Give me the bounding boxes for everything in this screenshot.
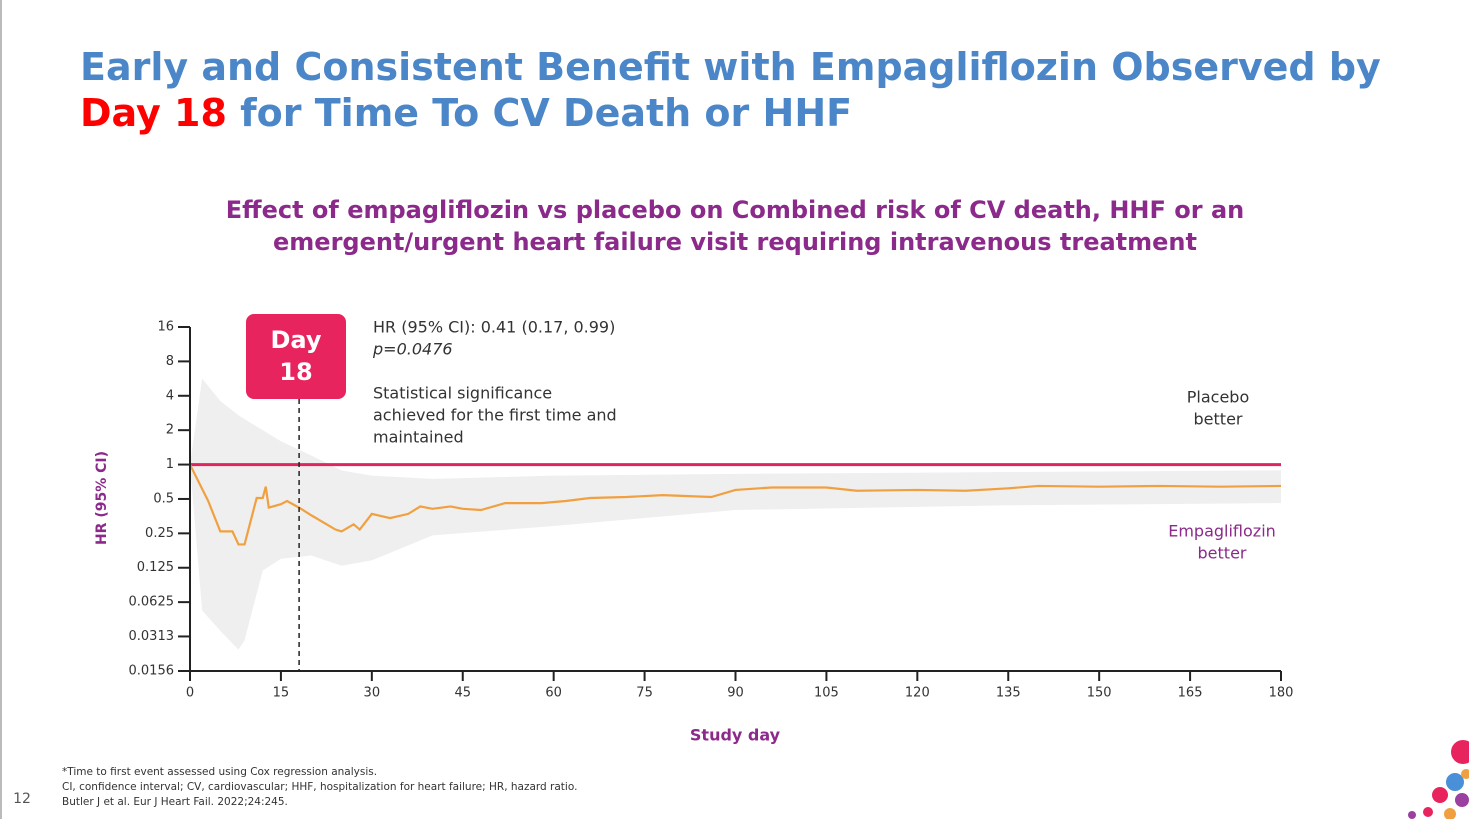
placebo-better: Placebo <box>1187 388 1249 407</box>
decoration <box>1408 740 1469 819</box>
significance-note: Statistical significance <box>373 384 552 403</box>
x-tick-label: 180 <box>1269 686 1294 701</box>
x-tick-label: 120 <box>905 686 930 701</box>
x-tick-label: 90 <box>727 686 744 701</box>
x-tick-label: 0 <box>186 686 194 701</box>
significance-note: maintained <box>373 428 464 447</box>
page-number: 12 <box>13 791 31 807</box>
footnote: Butler J et al. Eur J Heart Fail. 2022;2… <box>62 796 288 808</box>
y-tick-label: 2 <box>166 423 174 438</box>
day-marker-label: 18 <box>279 358 312 386</box>
x-tick-label: 15 <box>273 686 290 701</box>
y-tick-label: 1 <box>166 457 174 472</box>
empagliflozin-better: better <box>1198 544 1247 563</box>
slide-title: Early and Consistent Benefit with Empagl… <box>80 44 1381 136</box>
y-tick-label: 0.0625 <box>129 595 175 610</box>
x-tick-label: 105 <box>814 686 839 701</box>
y-tick-label: 0.5 <box>153 491 174 506</box>
title-line: Early and Consistent Benefit with Empagl… <box>80 45 1381 89</box>
day-marker-box <box>246 314 346 399</box>
x-axis-label: Study day <box>690 726 781 745</box>
x-tick-label: 150 <box>1087 686 1112 701</box>
hr-annotation: HR (95% CI): 0.41 (0.17, 0.99) <box>373 318 615 337</box>
day-marker-label: Day <box>270 326 321 354</box>
title-line: Day 18 for Time To CV Death or HHF <box>80 90 1381 136</box>
x-tick-label: 135 <box>996 686 1021 701</box>
y-tick-label: 0.125 <box>137 560 174 575</box>
chart-title: emergent/urgent heart failure visit requ… <box>273 228 1197 256</box>
y-tick-label: 0.25 <box>145 526 174 541</box>
title-rest: for Time To CV Death or HHF <box>240 91 853 135</box>
y-tick-label: 0.0156 <box>129 664 175 679</box>
ci-band <box>190 378 1281 650</box>
x-tick-label: 45 <box>454 686 471 701</box>
footnote: CI, confidence interval; CV, cardiovascu… <box>62 781 577 793</box>
p-annotation: p=0.0476 <box>372 340 453 359</box>
placebo-better: better <box>1194 410 1243 429</box>
significance-note: achieved for the first time and <box>373 406 617 425</box>
x-tick-label: 75 <box>636 686 653 701</box>
x-tick-label: 30 <box>364 686 381 701</box>
y-tick-label: 16 <box>157 320 174 335</box>
x-tick-label: 165 <box>1178 686 1203 701</box>
y-tick-label: 8 <box>166 354 174 369</box>
footnote: *Time to first event assessed using Cox … <box>62 766 377 778</box>
y-tick-label: 0.0313 <box>129 629 175 644</box>
y-axis-label: HR (95% CI) <box>94 451 110 545</box>
y-tick-label: 4 <box>166 388 174 403</box>
hr-line <box>189 464 1282 546</box>
x-tick-label: 60 <box>545 686 562 701</box>
title-highlight: Day 18 <box>80 91 227 135</box>
chart-title: Effect of empagliflozin vs placebo on Co… <box>226 196 1244 224</box>
empagliflozin-better: Empagliflozin <box>1168 522 1276 541</box>
